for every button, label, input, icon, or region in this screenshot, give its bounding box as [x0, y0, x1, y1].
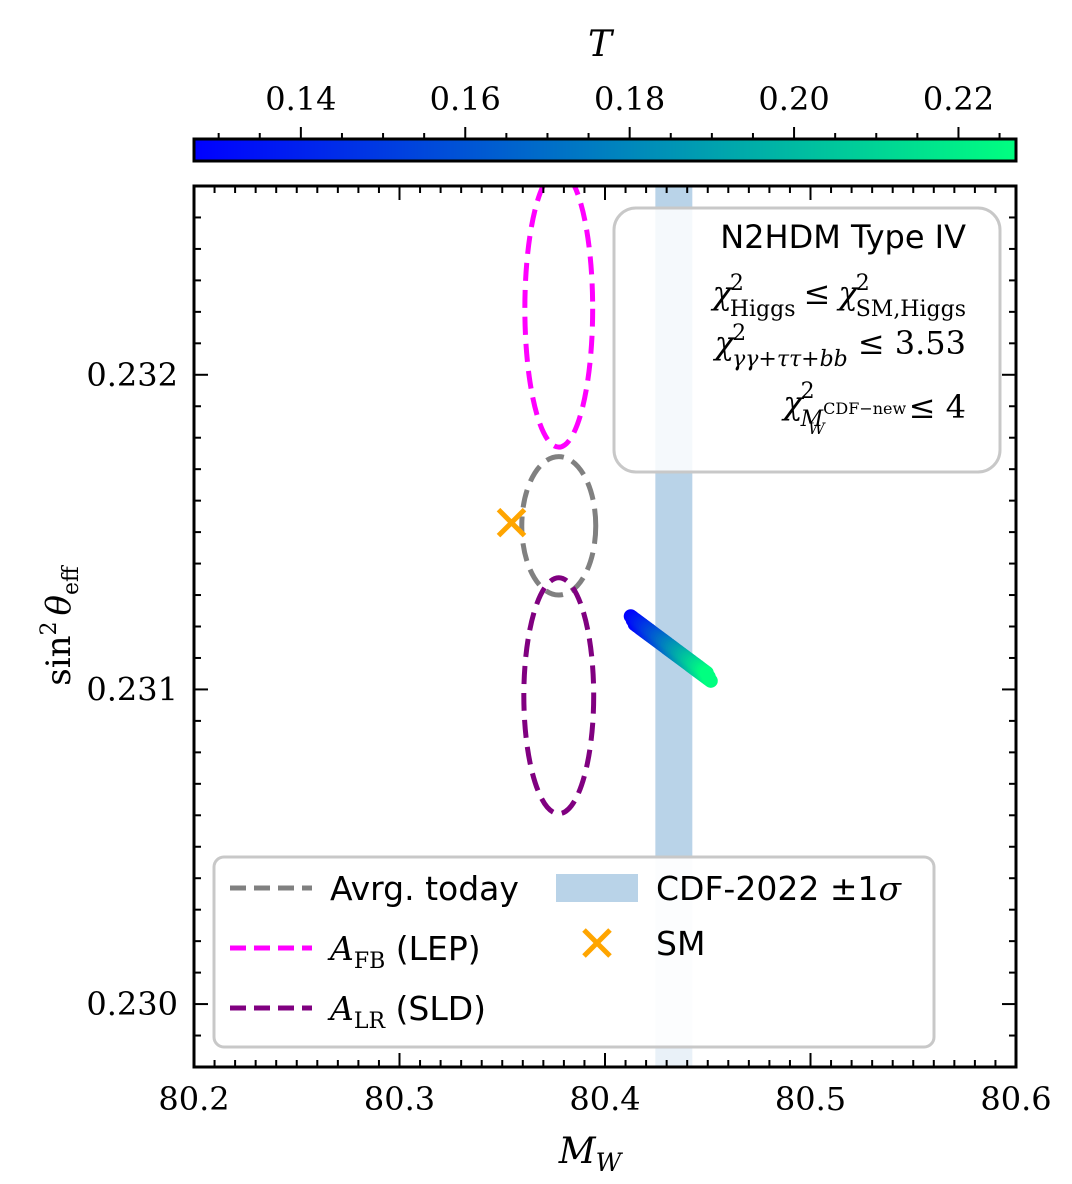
x-tick-label: 80.3 — [364, 1080, 435, 1118]
colorbar-tick-label: 0.16 — [430, 80, 501, 118]
colorbar-bar — [192, 137, 1018, 163]
legend-label-cdf-sigma: σ — [878, 869, 902, 908]
colorbar-tick-label: 0.20 — [758, 80, 829, 118]
info-line-1-sup: 2 — [730, 271, 744, 296]
info-line-1-sup-rhs: 2 — [856, 271, 870, 296]
info-line-3-rhs: ≤ 4 — [909, 388, 966, 426]
legend-label-sm: SM — [656, 924, 705, 963]
info-line-1-sub-rhs: SM,Higgs — [856, 297, 966, 322]
y-axis-label: sin2 θeff — [37, 565, 84, 686]
sm-marker — [496, 507, 527, 538]
info-line-1: χ2 Higgs ≤ χ2 SM,Higgs — [710, 271, 966, 322]
x-axis-label-main: M — [558, 1131, 597, 1172]
info-line-1-chi: χ — [710, 274, 733, 312]
ellipse-2 — [521, 575, 597, 817]
ellipses — [519, 186, 599, 817]
legend-swatch-cdf — [556, 874, 638, 902]
info-line-3-sub-w: W — [808, 419, 826, 438]
legend-swatch-sm — [582, 928, 612, 958]
scan-points — [623, 609, 718, 688]
y-axis-label-main: sin — [39, 635, 79, 685]
legend-label-afb-math: A — [327, 929, 354, 968]
colorbar-tick-label: 0.18 — [594, 80, 665, 118]
legend-label-avrg: Avrg. today — [330, 869, 519, 908]
info-box-frame — [612, 206, 1002, 474]
info-line-3-chi: χ — [781, 384, 804, 422]
colorbar: T 0.14 0.16 0.18 0.20 0.22 — [192, 24, 1018, 163]
y-tick-label: 0.232 — [86, 356, 178, 394]
plot-frame — [192, 184, 1018, 1069]
y-axis-ticks: 0.230 0.231 0.232 — [86, 185, 1016, 1068]
legend-label-afb: AFB (LEP) — [327, 929, 481, 974]
legend-label-afb-rest: (LEP) — [385, 929, 480, 968]
legend-label-cdf: CDF-2022 ±1σ — [656, 869, 902, 908]
colorbar-tick-label: 0.14 — [265, 80, 336, 118]
x-axis-label-sub: W — [596, 1148, 624, 1177]
y-axis-label-sub: eff — [59, 565, 84, 595]
sm-marker-stroke-b — [496, 507, 527, 538]
colorbar-label: T — [588, 24, 615, 65]
info-line-2-sup: 2 — [732, 321, 746, 346]
info-line-2-rhs: ≤ 3.53 — [858, 324, 966, 362]
colorbar-ticks: 0.14 0.16 0.18 0.20 0.22 — [217, 80, 1001, 139]
info-line-3-sup: 2 — [801, 379, 815, 404]
x-axis-label: MW — [558, 1131, 624, 1177]
ellipse-1 — [522, 186, 596, 450]
x-axis-ticks: 80.2 80.3 80.4 80.5 80.6 — [158, 186, 1052, 1118]
ellipse-0 — [519, 454, 599, 598]
y-axis-label-sup: 2 — [37, 621, 62, 635]
y-tick-label: 0.230 — [86, 985, 178, 1023]
info-line-2-sub: γγ+ττ+bb — [732, 347, 848, 372]
legend-label-alr-rest: (SLD) — [385, 989, 486, 1028]
legend-label-alr-sub: LR — [354, 1009, 387, 1034]
info-line-1-chi-rhs: χ — [836, 274, 859, 312]
legend: Avrg. today AFB (LEP) ALR (SLD) CDF-2022… — [212, 855, 936, 1049]
info-line-3: χ2 MCDF−new W ≤ 4 — [781, 379, 966, 438]
info-line-3-sub-sup: CDF−new — [823, 399, 906, 418]
x-tick-label: 80.2 — [158, 1080, 229, 1118]
legend-frame — [212, 855, 936, 1049]
x-tick-label: 80.6 — [980, 1080, 1051, 1118]
info-box: N2HDM Type IV χ2 Higgs ≤ χ2 SM,Higgs χ2 γγ+ττ… — [612, 206, 1002, 474]
scan-point — [703, 673, 718, 688]
colorbar-tick-label: 0.22 — [923, 80, 994, 118]
x-tick-label: 80.5 — [775, 1080, 846, 1118]
x-tick-label: 80.4 — [569, 1080, 640, 1118]
info-line-2-chi: χ — [713, 324, 736, 362]
info-line-1-sub: Higgs — [730, 297, 796, 322]
y-tick-label: 0.231 — [86, 670, 178, 708]
legend-label-afb-sub: FB — [354, 949, 385, 974]
legend-label-cdf-text: CDF-2022 ±1 — [656, 869, 878, 908]
info-line-3-sub-m: M — [800, 407, 824, 432]
legend-label-alr-math: A — [327, 989, 354, 1028]
info-line-2: χ2 γγ+ττ+bb ≤ 3.53 — [713, 321, 966, 372]
info-line-1-op: ≤ — [804, 274, 831, 312]
y-axis-label-theta: θ — [39, 595, 79, 615]
info-title: N2HDM Type IV — [720, 218, 966, 256]
legend-label-alr: ALR (SLD) — [327, 989, 486, 1034]
